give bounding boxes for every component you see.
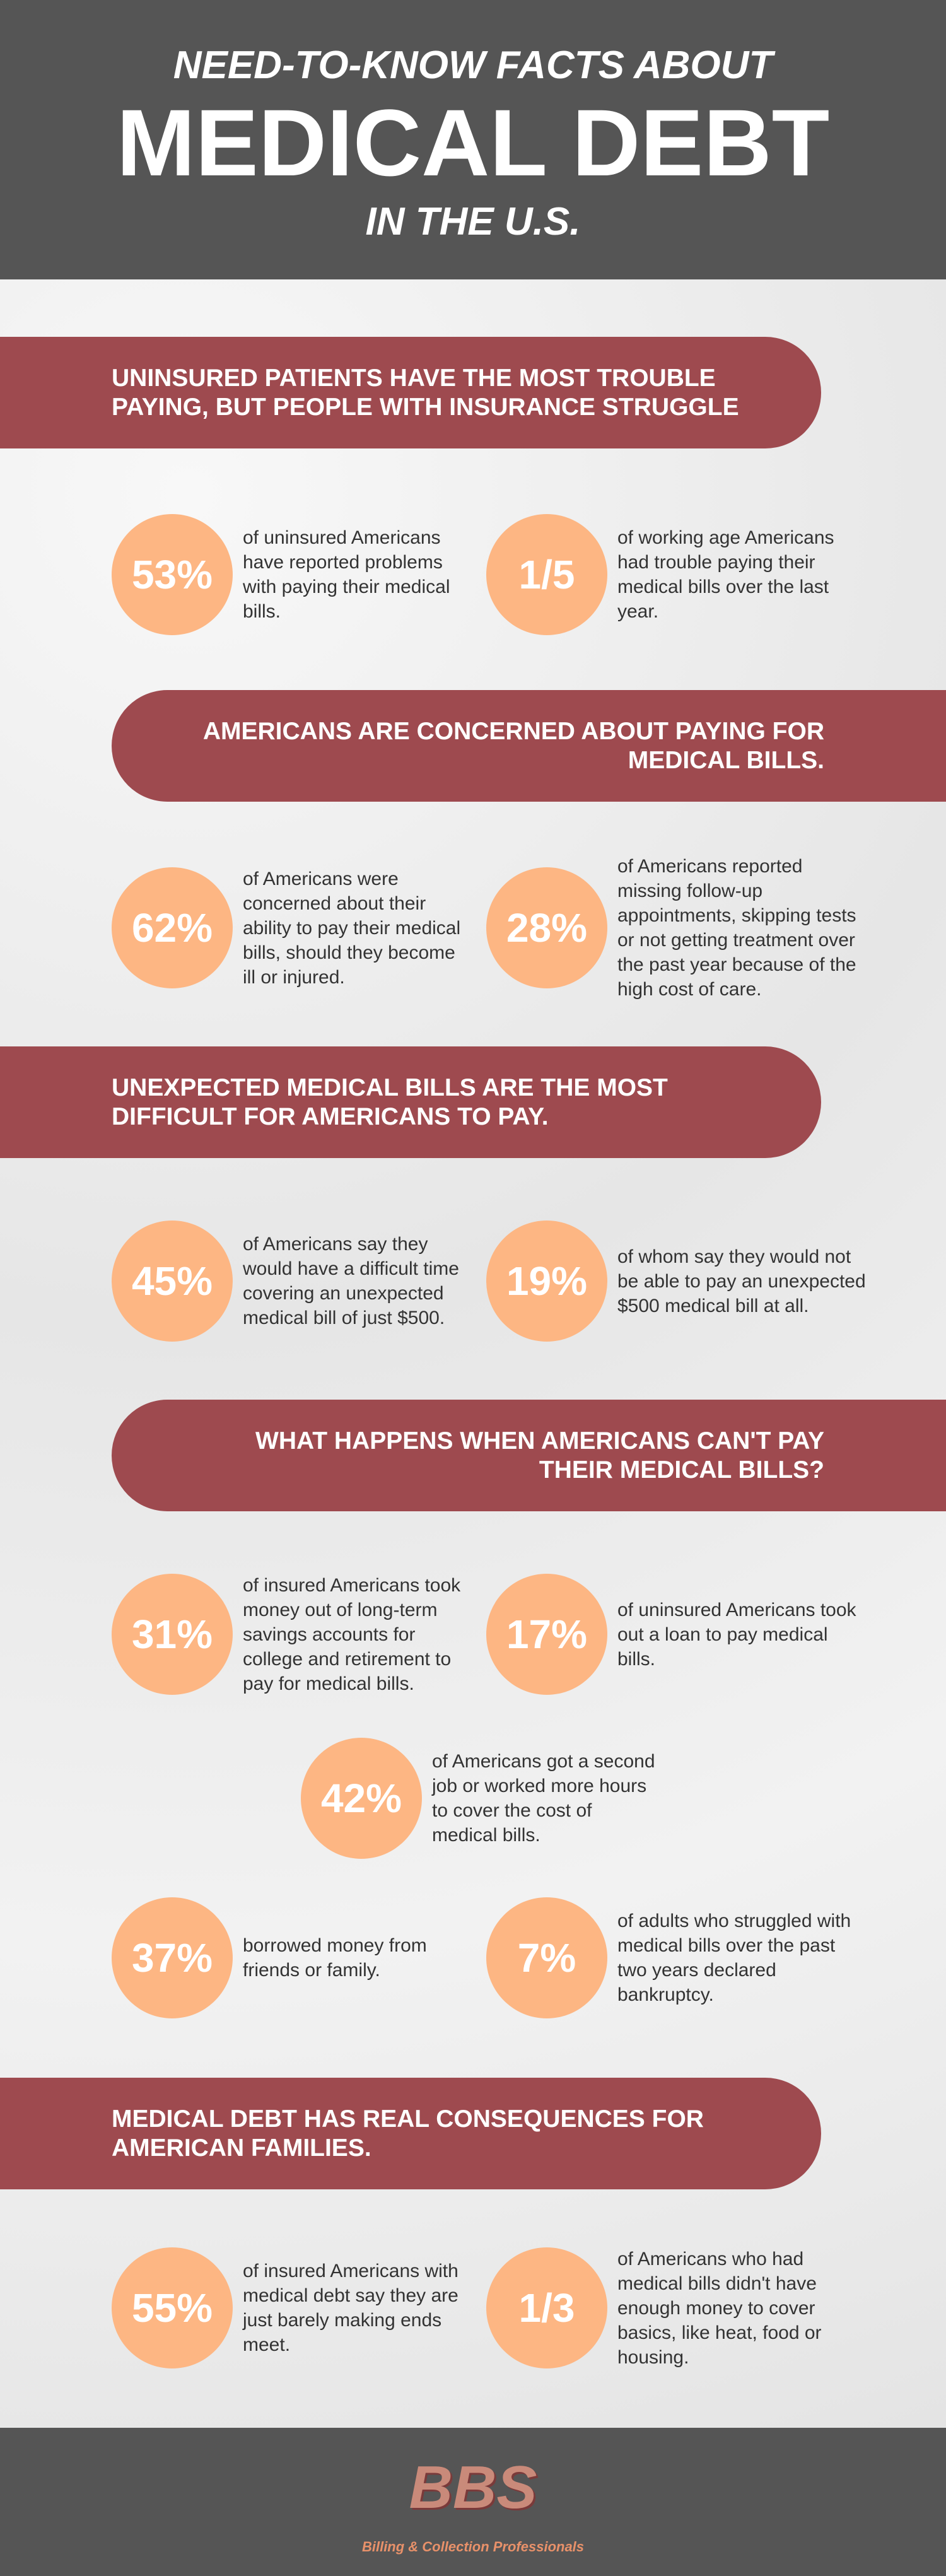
stat-text: of working age Americans had trouble pay… bbox=[617, 527, 834, 622]
stat-text: of Americans were concerned about their … bbox=[243, 868, 461, 988]
stat-figure: 53% bbox=[112, 514, 233, 635]
section-heading: MEDICAL DEBT HAS REAL CONSEQUENCES FOR A… bbox=[0, 2078, 821, 2189]
background bbox=[0, 279, 946, 2428]
footer: BBS Billing & Collection Professionals bbox=[0, 2428, 946, 2576]
stat-figure: 42% bbox=[301, 1738, 422, 1859]
stat-text: of Americans reported missing follow-up … bbox=[617, 856, 856, 1000]
stat-text: of uninsured Americans have reported pro… bbox=[243, 527, 450, 622]
title-line: IN THE U.S. bbox=[365, 200, 581, 243]
stat-text: of adults who struggled with medical bil… bbox=[617, 1911, 851, 2005]
stat-figure: 37% bbox=[112, 1897, 233, 2018]
stat-figure: 62% bbox=[112, 867, 233, 988]
stat-text: of Americans say they would have a diffi… bbox=[243, 1234, 459, 1328]
stat-figure: 28% bbox=[486, 867, 607, 988]
logo: BBS bbox=[409, 2454, 537, 2521]
header: NEED-TO-KNOW FACTS ABOUT MEDICAL DEBT IN… bbox=[0, 0, 946, 279]
tagline: Billing & Collection Professionals bbox=[361, 2539, 585, 2555]
stat-text: of Americans who had medical bills didn'… bbox=[617, 2248, 822, 2368]
stat-text: of Americans got a second job or worked … bbox=[432, 1751, 655, 1846]
stat-figure: 17% bbox=[486, 1574, 607, 1695]
stat-figure: 7% bbox=[486, 1897, 607, 2018]
section-heading: UNINSURED PATIENTS HAVE THE MOST TROUBLE… bbox=[0, 337, 821, 448]
stat-figure: 45% bbox=[112, 1221, 233, 1342]
stat-figure: 1/5 bbox=[486, 514, 607, 635]
stat-figure: 31% bbox=[112, 1574, 233, 1695]
section-heading: UNEXPECTED MEDICAL BILLS ARE THE MOST DI… bbox=[0, 1046, 821, 1158]
stat-figure: 1/3 bbox=[486, 2247, 607, 2368]
stat-text: of whom say they would not be able to pa… bbox=[617, 1246, 866, 1316]
stat-figure: 19% bbox=[486, 1221, 607, 1342]
stat-text: of insured Americans with medical debt s… bbox=[243, 2261, 458, 2355]
stat-text: of insured Americans took money out of l… bbox=[243, 1574, 461, 1694]
title-main: MEDICAL DEBT bbox=[116, 90, 830, 196]
stat-text: of uninsured Americans took out a loan t… bbox=[617, 1599, 856, 1670]
title-line: NEED-TO-KNOW FACTS ABOUT bbox=[173, 44, 773, 87]
stat-text: borrowed money from friends or family. bbox=[243, 1935, 427, 1981]
section-heading: WHAT HAPPENS WHEN AMERICANS CAN'T PAY TH… bbox=[112, 1400, 946, 1511]
stat-figure: 55% bbox=[112, 2247, 233, 2368]
section-heading: AMERICANS ARE CONCERNED ABOUT PAYING FOR… bbox=[112, 690, 946, 802]
